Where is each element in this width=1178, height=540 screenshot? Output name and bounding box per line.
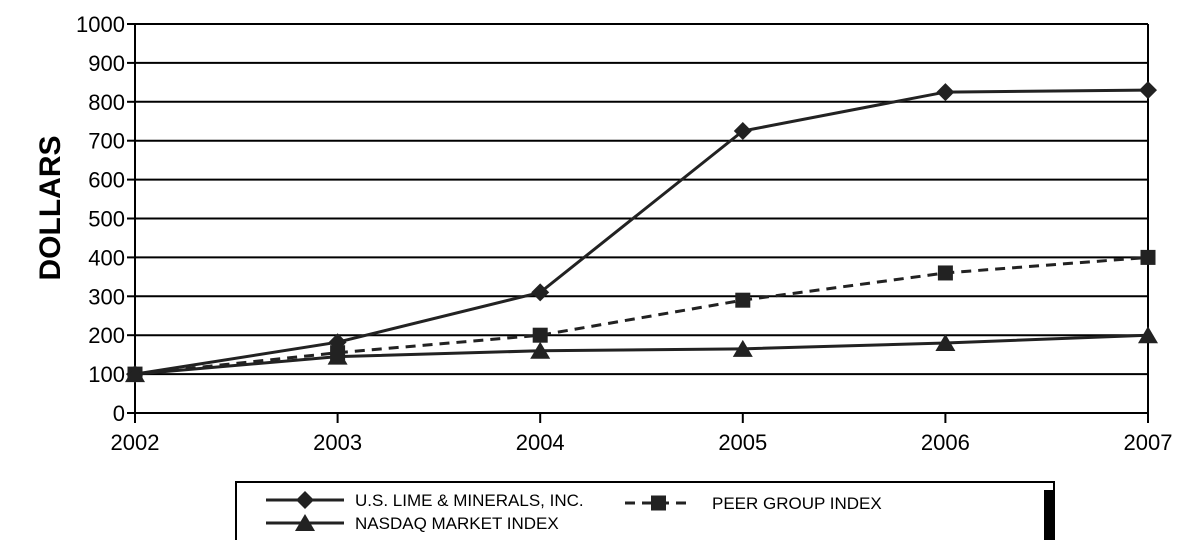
series-group <box>125 81 1158 384</box>
data-point-square <box>937 265 953 281</box>
y-tick-label: 100 <box>88 362 125 387</box>
data-point-square <box>1140 249 1156 265</box>
x-tick-label: 2004 <box>516 430 565 455</box>
y-tick-label: 500 <box>88 207 125 232</box>
y-tick-label: 1000 <box>76 12 125 37</box>
legend-marker-diamond <box>296 491 314 509</box>
data-point-diamond <box>936 83 955 102</box>
gridlines <box>127 23 1148 414</box>
series-line-2 <box>134 333 1149 376</box>
legend-marker-triangle <box>295 514 315 531</box>
y-tick-label: 400 <box>88 245 125 270</box>
legend-label: NASDAQ MARKET INDEX <box>355 514 559 533</box>
data-point-square <box>532 327 548 343</box>
y-axis-label: DOLLARS <box>34 136 67 281</box>
data-point-triangle <box>1138 326 1158 344</box>
data-point-diamond <box>531 283 550 302</box>
data-point-triangle <box>732 339 753 357</box>
y-tick-label: 600 <box>88 168 125 193</box>
axes <box>134 24 1149 423</box>
legend-label: U.S. LIME & MINERALS, INC. <box>355 491 584 510</box>
series-line-0 <box>134 88 1149 376</box>
y-tick-label: 900 <box>88 51 125 76</box>
x-tick-label: 2007 <box>1124 430 1173 455</box>
data-point-diamond <box>733 121 752 140</box>
y-tick-labels: 0 100 200 300 400 500 600 700 800 900 1000 <box>76 12 125 426</box>
data-point-triangle <box>530 341 551 359</box>
legend-box <box>235 481 1055 540</box>
legend-shadow-bar <box>1044 490 1054 540</box>
data-point-triangle <box>327 347 348 365</box>
x-tick-label: 2005 <box>718 430 767 455</box>
y-tick-label: 300 <box>88 284 125 309</box>
x-tick-label: 2002 <box>111 430 160 455</box>
legend-marker-square <box>651 495 666 511</box>
data-point-diamond <box>1139 81 1157 100</box>
data-point-triangle <box>125 365 145 383</box>
legend-label: PEER GROUP INDEX <box>712 494 882 513</box>
x-tick-label: 2003 <box>313 430 362 455</box>
y-tick-label: 800 <box>88 90 125 115</box>
data-point-triangle <box>935 333 956 351</box>
data-point-square <box>735 292 751 308</box>
series-line-1 <box>134 255 1149 376</box>
x-tick-labels: 2002 2003 2004 2005 2006 2007 <box>111 430 1173 455</box>
y-tick-label: 200 <box>88 323 125 348</box>
x-tick-label: 2006 <box>921 430 970 455</box>
y-tick-label: 700 <box>88 129 125 154</box>
legend: U.S. LIME & MINERALS, INC. PEER GROUP IND… <box>235 481 1055 540</box>
y-tick-label: 0 <box>113 401 125 426</box>
